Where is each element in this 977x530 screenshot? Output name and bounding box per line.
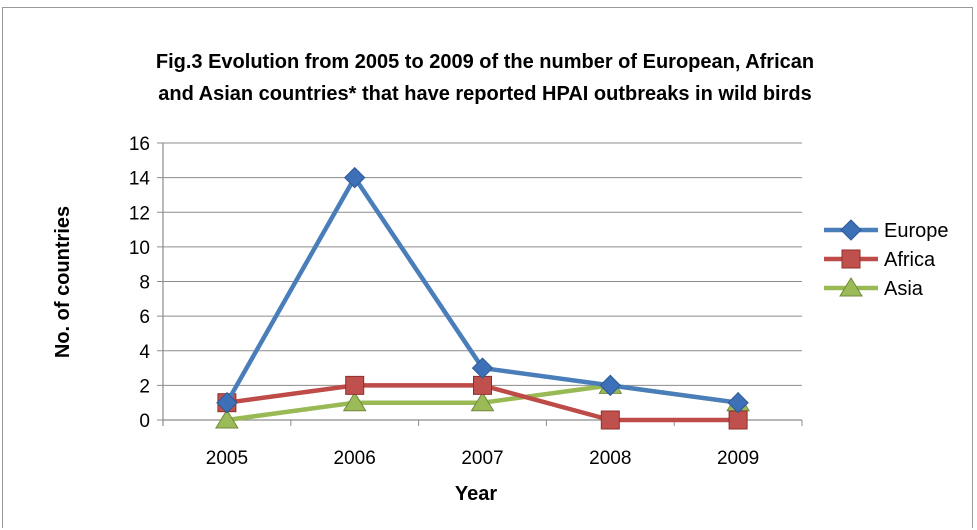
legend-marker-africa [841,249,861,269]
legend-label-africa: Africa [884,249,936,271]
point-africa-2007 [473,375,492,395]
point-africa-2006 [345,375,365,395]
legend-marker-europe [840,219,862,241]
point-europe-2007 [471,357,494,379]
y-tick-label-4: 4 [139,342,150,363]
y-axis-title: No. of countries [52,206,74,358]
chart-title-line-2: and Asian countries* that have reported … [158,83,811,105]
chart-frame [2,7,973,528]
y-tick-label-8: 8 [139,273,150,294]
x-tick-label-2009: 2009 [717,448,759,469]
y-tick-label-14: 14 [129,169,151,190]
gridlines [163,142,802,386]
legend-label-europe: Europe [884,220,949,242]
x-axis-title: Year [455,483,497,505]
legend-marker-asia [839,277,863,297]
point-europe-2006 [343,166,366,189]
x-tick-label-2005: 2005 [206,448,248,469]
data-series [215,166,750,430]
point-europe-2005 [216,391,238,414]
point-europe-2008 [599,374,622,397]
point-asia-2007 [470,391,495,412]
point-asia-2005 [215,409,239,429]
y-tick-labels: 0 2 4 6 8 10 12 14 16 [129,134,151,432]
chart-title-line-1: Fig.3 Evolution from 2005 to 2009 of the… [156,51,814,73]
point-europe-2009 [727,391,749,414]
legend-item-asia: Asia [824,277,924,300]
y-tick-label-10: 10 [129,238,150,259]
legend-label-asia: Asia [884,278,924,300]
x-tick-label-2008: 2008 [589,448,631,469]
legend-item-europe: Europe [824,219,949,242]
y-tick-label-16: 16 [129,134,150,155]
y-tick-label-12: 12 [129,203,150,224]
y-tick-label-0: 0 [139,411,150,432]
point-asia-2006 [342,391,367,412]
point-africa-2008 [600,410,620,430]
y-tick-label-6: 6 [139,307,150,328]
x-tick-label-2006: 2006 [334,448,376,469]
point-africa-2009 [728,410,748,430]
legend: Europe Africa Asia [824,219,949,300]
x-tick-label-2007: 2007 [461,448,503,469]
legend-item-africa: Africa [824,249,936,271]
x-tick-labels: 2005 2006 2007 2008 2009 [206,448,759,469]
series-europe [216,166,749,414]
y-tick-label-2: 2 [139,376,150,397]
